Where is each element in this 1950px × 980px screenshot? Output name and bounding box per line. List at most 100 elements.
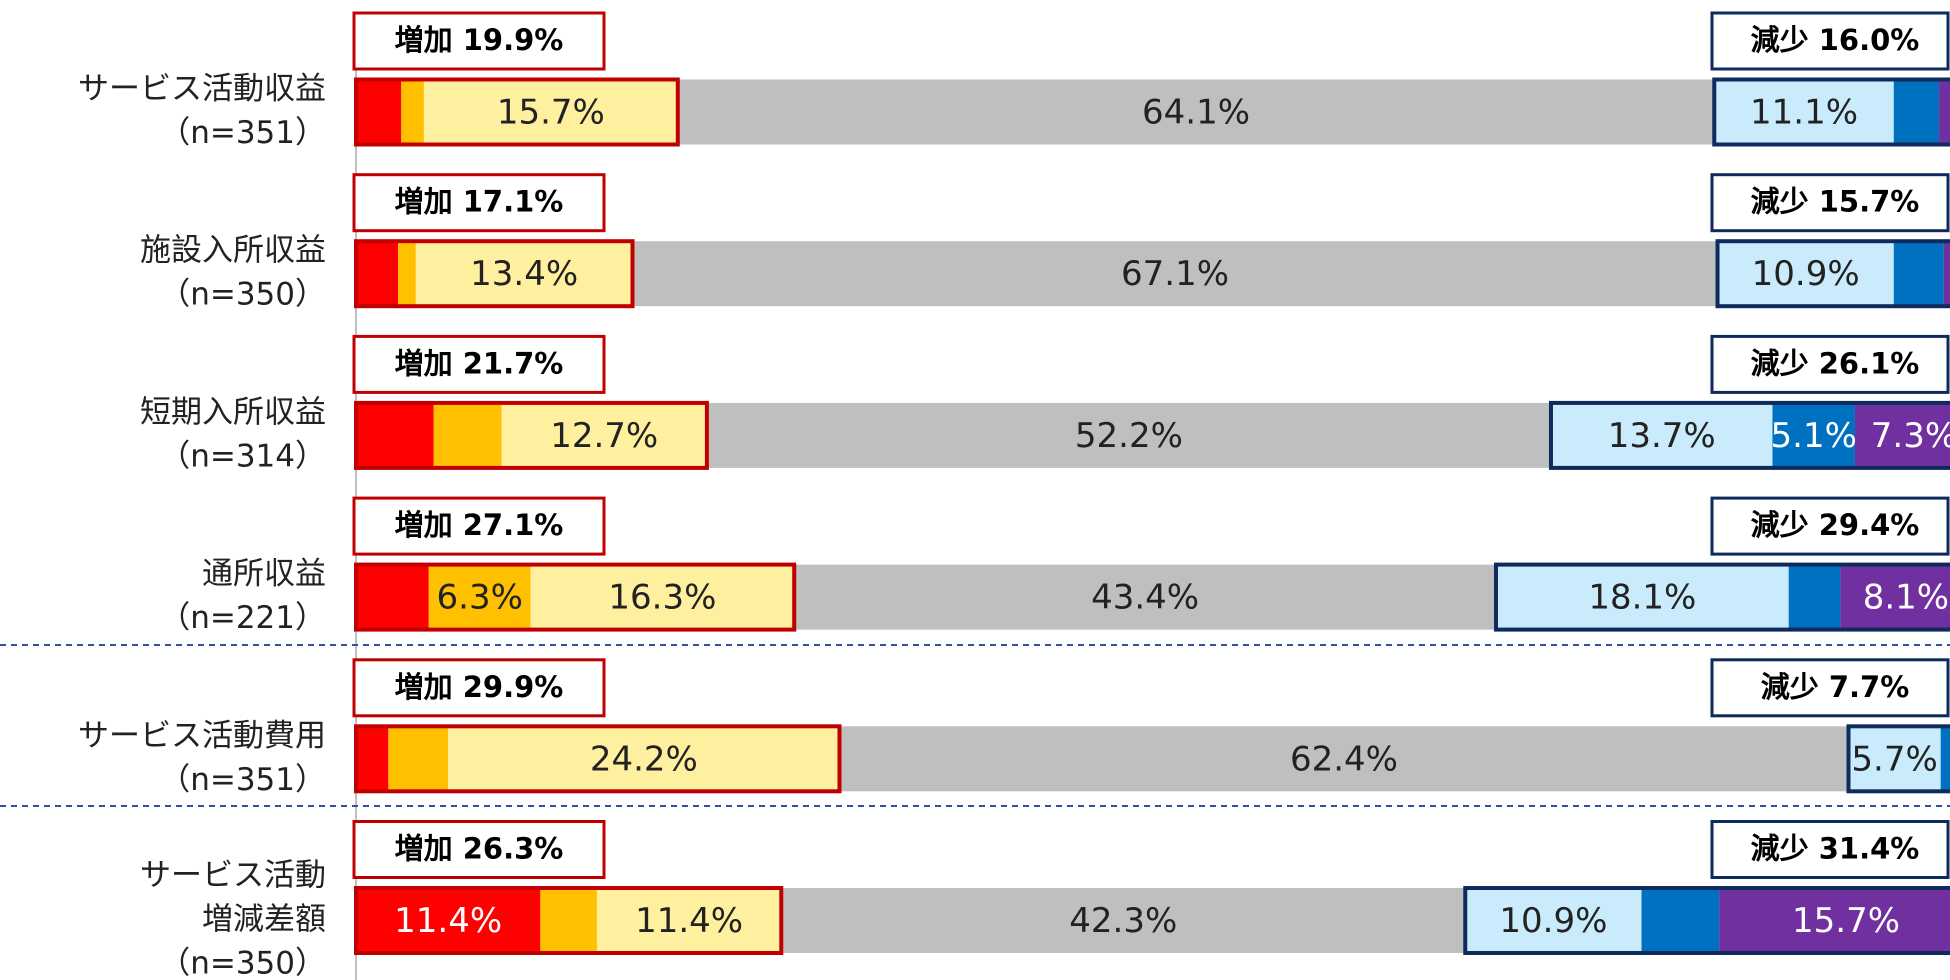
- value-label: 15.7%: [497, 93, 605, 133]
- value-label: 5.7%: [1851, 739, 1937, 779]
- bar-segment: [1495, 564, 1789, 630]
- decrease-label: 減少 29.4%: [1751, 508, 1920, 542]
- increase-outline: [354, 724, 842, 794]
- category-line: サービス活動: [140, 857, 326, 893]
- bar-segment: [423, 79, 678, 145]
- value-label: 67.1%: [1121, 254, 1229, 294]
- increase-label: 増加 19.9%: [395, 23, 564, 57]
- bar-segment: [596, 888, 782, 953]
- decrease-outline: [1712, 77, 1950, 147]
- value-label: 10.9%: [1752, 254, 1860, 294]
- category-line: 施設入所収益: [140, 232, 326, 268]
- bar-segment: [356, 241, 399, 307]
- increase-box: [352, 173, 606, 233]
- value-label: 6.3%: [437, 578, 523, 618]
- bar-segment: [448, 726, 840, 792]
- value-label: 64.1%: [1142, 93, 1250, 133]
- category-line: （n=350）: [159, 945, 326, 980]
- value-label: 16.3%: [608, 578, 716, 618]
- category-line: （n=314）: [159, 438, 326, 474]
- category-label: 通所収益 （n=221）: [159, 556, 326, 636]
- decrease-outline: [1715, 239, 1950, 309]
- increase-label: 増加 21.7%: [395, 346, 564, 380]
- decrease-label: 減少 7.7%: [1761, 670, 1910, 704]
- bar-segment: [1840, 564, 1950, 630]
- bar-segment: [356, 888, 541, 953]
- decrease-box: [1710, 496, 1950, 556]
- bar-segment: [1465, 888, 1642, 953]
- value-label: 13.7%: [1608, 416, 1716, 456]
- bar-segment: [1940, 726, 1950, 792]
- bar-segment: [677, 79, 1715, 145]
- decrease-label: 減少 15.7%: [1751, 185, 1920, 219]
- bar-segment: [1848, 726, 1941, 792]
- bar-segment: [388, 726, 449, 792]
- value-label: 12.7%: [550, 416, 658, 456]
- increase-outline: [354, 562, 797, 632]
- bar-segment: [401, 79, 424, 145]
- decrease-label: 減少 31.4%: [1751, 832, 1920, 866]
- bar-segment: [398, 241, 416, 307]
- decrease-box: [1710, 173, 1950, 233]
- increase-label: 増加 29.9%: [395, 670, 564, 704]
- bar-segment: [781, 888, 1466, 953]
- increase-label: 増加 27.1%: [395, 508, 564, 542]
- bar-segment: [415, 241, 633, 307]
- bar-segment: [540, 888, 597, 953]
- value-label: 42.3%: [1069, 901, 1177, 941]
- decrease-label: 減少 26.1%: [1751, 346, 1920, 380]
- value-label: 13.4%: [470, 254, 578, 294]
- decrease-box: [1710, 334, 1950, 394]
- bar-segment: [356, 564, 429, 630]
- category-line: サービス活動費用: [78, 717, 326, 753]
- category-label: サービス活動費用 （n=351）: [78, 717, 326, 797]
- category-line: （n=350）: [159, 276, 326, 312]
- bar-segment: [1550, 402, 1773, 468]
- decrease-outline: [1846, 724, 1950, 794]
- increase-outline: [354, 400, 709, 470]
- increase-box: [352, 496, 606, 556]
- decrease-box: [1710, 820, 1950, 879]
- bar-segment: [1893, 79, 1940, 145]
- category-line: 短期入所収益: [140, 394, 326, 430]
- category-line: （n=351）: [159, 761, 326, 797]
- bar-segment: [1788, 564, 1841, 630]
- category-line: （n=221）: [159, 600, 326, 636]
- bar-segment: [706, 402, 1551, 468]
- bar-segment: [356, 726, 389, 792]
- bar-segment: [632, 241, 1718, 307]
- value-label: 15.7%: [1792, 901, 1900, 941]
- bar-segment: [501, 402, 707, 468]
- value-label: 52.2%: [1075, 416, 1183, 456]
- bar-segment: [1939, 79, 1950, 145]
- decrease-outline: [1548, 400, 1950, 470]
- bar-segment: [1719, 888, 1950, 953]
- bar-segment: [1714, 79, 1894, 145]
- value-label: 7.3%: [1871, 416, 1950, 456]
- decrease-outline: [1493, 562, 1950, 632]
- bar-segment: [356, 79, 402, 145]
- bar-segment: [839, 726, 1849, 792]
- value-label: 11.4%: [635, 901, 743, 941]
- bar-segment: [1854, 402, 1950, 468]
- value-label: 62.4%: [1290, 739, 1398, 779]
- bar-segment: [794, 564, 1496, 630]
- category-label: 施設入所収益 （n=350）: [140, 232, 326, 312]
- decrease-box: [1710, 658, 1950, 718]
- value-label: 43.4%: [1091, 578, 1199, 618]
- bar-segment: [1893, 241, 1944, 307]
- value-label: 11.1%: [1750, 93, 1858, 133]
- value-label: 10.9%: [1499, 901, 1607, 941]
- bar-segment: [433, 402, 502, 468]
- increase-label: 増加 26.3%: [395, 832, 564, 866]
- category-line: サービス活動収益: [78, 71, 326, 107]
- decrease-label: 減少 16.0%: [1751, 23, 1920, 57]
- increase-outline: [354, 77, 680, 147]
- bar-segment: [1943, 241, 1950, 307]
- value-label: 11.4%: [394, 901, 502, 941]
- bar-segment: [1641, 888, 1720, 953]
- value-label: 18.1%: [1588, 578, 1696, 618]
- category-line: 増減差額: [202, 901, 326, 937]
- category-line: 通所収益: [202, 556, 326, 592]
